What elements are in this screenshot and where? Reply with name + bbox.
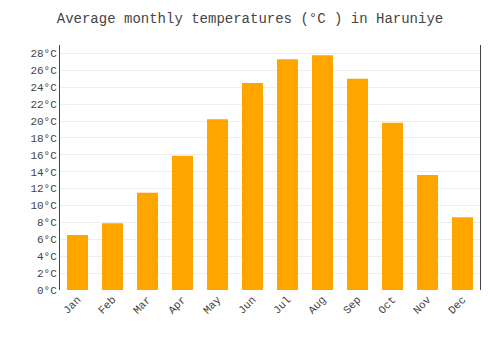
svg-text:0°C: 0°C bbox=[37, 285, 57, 297]
svg-text:Sep: Sep bbox=[341, 294, 363, 316]
svg-text:Nov: Nov bbox=[411, 294, 434, 317]
svg-text:Apr: Apr bbox=[166, 294, 188, 316]
svg-text:Jun: Jun bbox=[236, 294, 258, 316]
svg-text:Mar: Mar bbox=[131, 294, 153, 316]
svg-text:Jul: Jul bbox=[271, 294, 293, 316]
svg-text:14°C: 14°C bbox=[30, 167, 57, 179]
svg-text:Feb: Feb bbox=[96, 294, 118, 316]
svg-text:16°C: 16°C bbox=[30, 150, 57, 162]
svg-text:Jan: Jan bbox=[61, 294, 83, 316]
svg-text:8°C: 8°C bbox=[37, 217, 57, 229]
svg-text:24°C: 24°C bbox=[30, 82, 57, 94]
svg-text:10°C: 10°C bbox=[30, 200, 57, 212]
svg-text:Dec: Dec bbox=[446, 294, 468, 316]
svg-text:18°C: 18°C bbox=[30, 133, 57, 145]
svg-text:Aug: Aug bbox=[306, 294, 328, 316]
svg-text:26°C: 26°C bbox=[30, 65, 57, 77]
svg-text:Average monthly temperatures (: Average monthly temperatures (°C ) in Ha… bbox=[57, 11, 443, 27]
svg-text:12°C: 12°C bbox=[30, 183, 57, 195]
svg-text:28°C: 28°C bbox=[30, 48, 57, 60]
svg-text:22°C: 22°C bbox=[30, 99, 57, 111]
svg-text:4°C: 4°C bbox=[37, 251, 57, 263]
svg-text:20°C: 20°C bbox=[30, 116, 57, 128]
svg-text:6°C: 6°C bbox=[37, 234, 57, 246]
svg-text:2°C: 2°C bbox=[37, 268, 57, 280]
svg-text:May: May bbox=[201, 294, 224, 317]
svg-text:Oct: Oct bbox=[376, 294, 398, 316]
